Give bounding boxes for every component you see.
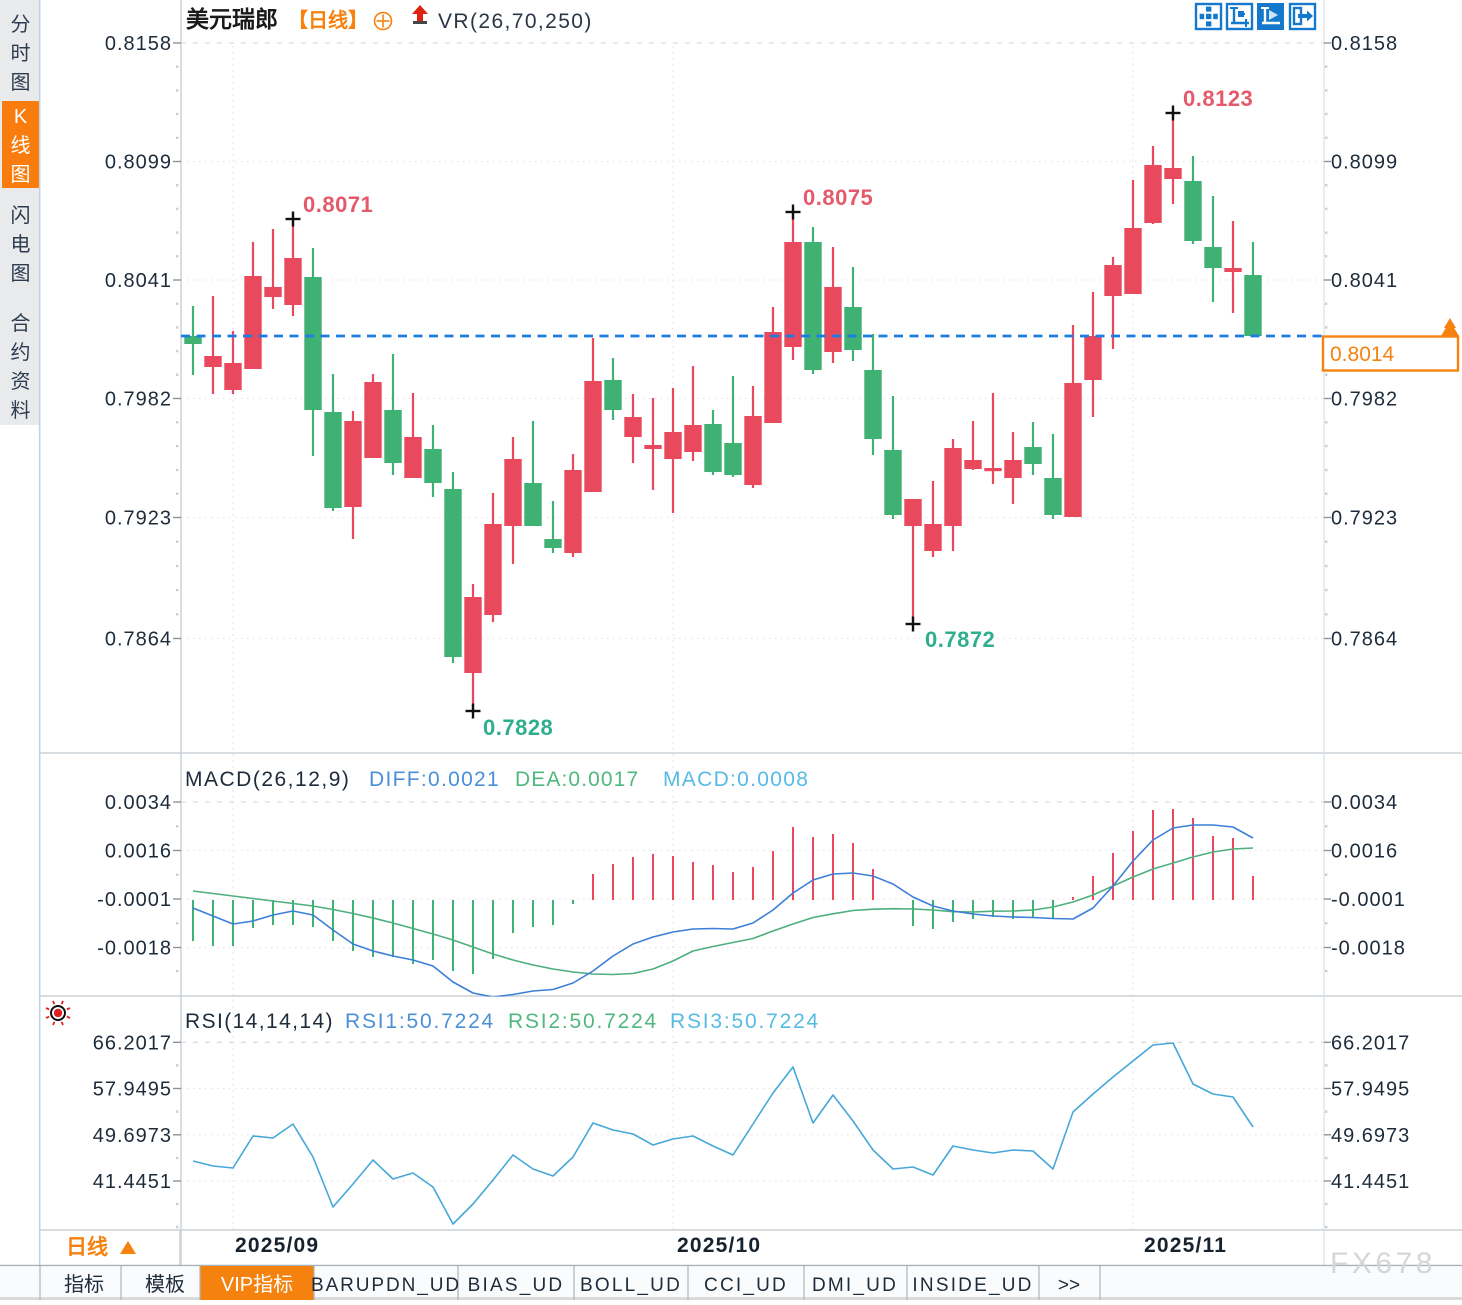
svg-text:57.9495: 57.9495: [93, 1079, 172, 1101]
svg-text:0.0016: 0.0016: [105, 841, 172, 863]
svg-text:0.7864: 0.7864: [1331, 629, 1398, 651]
svg-text:【日线】: 【日线】: [288, 8, 368, 32]
svg-text:66.2017: 66.2017: [1331, 1032, 1410, 1054]
svg-text:0.7982: 0.7982: [105, 389, 172, 411]
svg-text:美元瑞郎: 美元瑞郎: [186, 6, 278, 32]
svg-text:分: 分: [11, 13, 31, 36]
svg-text:2025/10: 2025/10: [677, 1234, 761, 1257]
svg-text:合: 合: [11, 312, 31, 335]
svg-text:DEA:0.0017: DEA:0.0017: [515, 768, 639, 791]
svg-text:RSI3:50.7224: RSI3:50.7224: [670, 1010, 820, 1033]
svg-text:-0.0018: -0.0018: [1331, 938, 1406, 960]
svg-text:MACD:0.0008: MACD:0.0008: [663, 768, 809, 791]
svg-text:0.7923: 0.7923: [1331, 508, 1398, 530]
svg-text:指标: 指标: [64, 1273, 104, 1296]
svg-text:BIAS_UD: BIAS_UD: [468, 1275, 565, 1296]
svg-text:>>: >>: [1058, 1275, 1080, 1296]
svg-text:模板: 模板: [145, 1273, 185, 1296]
svg-text:BOLL_UD: BOLL_UD: [580, 1275, 682, 1296]
svg-text:图: 图: [11, 164, 31, 186]
svg-text:0.0016: 0.0016: [1331, 841, 1398, 863]
svg-text:DMI_UD: DMI_UD: [812, 1275, 898, 1296]
svg-text:-0.0018: -0.0018: [97, 938, 172, 960]
svg-text:K: K: [14, 106, 28, 128]
svg-text:41.4451: 41.4451: [93, 1171, 172, 1193]
svg-text:0.0034: 0.0034: [1331, 792, 1398, 814]
svg-text:2025/11: 2025/11: [1144, 1234, 1227, 1257]
svg-text:0.8123: 0.8123: [1183, 86, 1253, 111]
svg-text:0.8099: 0.8099: [1331, 152, 1398, 174]
svg-text:66.2017: 66.2017: [93, 1032, 172, 1054]
svg-text:49.6973: 49.6973: [1331, 1125, 1410, 1147]
svg-text:DIFF:0.0021: DIFF:0.0021: [369, 768, 500, 791]
svg-text:0.0034: 0.0034: [105, 792, 172, 814]
svg-text:0.8075: 0.8075: [803, 185, 873, 210]
svg-text:-0.0001: -0.0001: [97, 889, 172, 911]
svg-text:电: 电: [11, 233, 31, 256]
svg-text:图: 图: [11, 263, 31, 285]
svg-text:闪: 闪: [11, 204, 31, 227]
svg-text:FX678: FX678: [1330, 1247, 1436, 1280]
svg-text:-0.0001: -0.0001: [1331, 889, 1406, 911]
svg-text:0.7923: 0.7923: [105, 508, 172, 530]
svg-text:0.8041: 0.8041: [1331, 270, 1398, 292]
svg-text:49.6973: 49.6973: [93, 1125, 172, 1147]
svg-text:资: 资: [11, 370, 31, 393]
svg-text:0.8158: 0.8158: [1331, 33, 1398, 55]
svg-text:约: 约: [11, 341, 31, 364]
svg-text:图: 图: [11, 72, 31, 94]
svg-text:0.8041: 0.8041: [105, 270, 172, 292]
svg-text:日线: 日线: [66, 1235, 108, 1259]
svg-text:RSI(14,14,14): RSI(14,14,14): [185, 1010, 334, 1033]
svg-text:料: 料: [11, 399, 31, 422]
svg-text:0.8071: 0.8071: [303, 192, 373, 217]
svg-text:CCI_UD: CCI_UD: [704, 1275, 788, 1296]
svg-text:41.4451: 41.4451: [1331, 1171, 1410, 1193]
svg-text:0.8014: 0.8014: [1330, 343, 1395, 366]
svg-text:VR(26,70,250): VR(26,70,250): [438, 10, 593, 33]
svg-text:RSI1:50.7224: RSI1:50.7224: [345, 1010, 495, 1033]
svg-text:0.7872: 0.7872: [925, 627, 995, 652]
svg-text:0.7828: 0.7828: [483, 715, 553, 740]
svg-text:VIP指标: VIP指标: [221, 1273, 293, 1296]
svg-text:线: 线: [11, 134, 31, 157]
svg-text:0.7864: 0.7864: [105, 629, 172, 651]
svg-text:0.8099: 0.8099: [105, 152, 172, 174]
svg-text:MACD(26,12,9): MACD(26,12,9): [185, 768, 350, 791]
svg-text:INSIDE_UD: INSIDE_UD: [912, 1275, 1033, 1296]
svg-text:2025/09: 2025/09: [235, 1234, 319, 1257]
svg-text:BARUPDN_UD: BARUPDN_UD: [311, 1275, 461, 1296]
svg-text:0.8158: 0.8158: [105, 33, 172, 55]
svg-text:57.9495: 57.9495: [1331, 1079, 1410, 1101]
svg-text:RSI2:50.7224: RSI2:50.7224: [508, 1010, 658, 1033]
svg-text:0.7982: 0.7982: [1331, 389, 1398, 411]
svg-text:时: 时: [11, 42, 31, 65]
